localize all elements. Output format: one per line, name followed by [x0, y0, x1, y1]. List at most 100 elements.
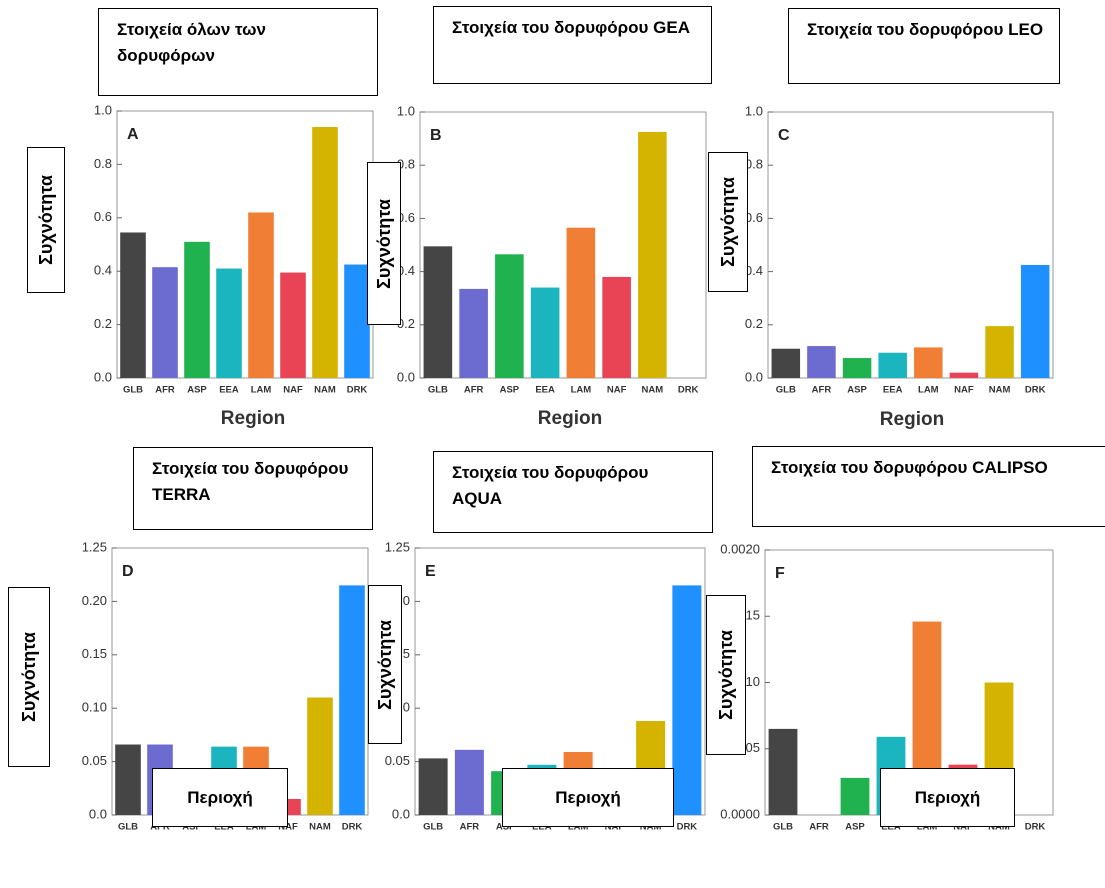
- x-label-text: Region: [537, 408, 603, 429]
- x-tick-label: NAF: [607, 385, 627, 396]
- x-label: Region: [538, 408, 602, 430]
- bar: [115, 744, 141, 815]
- y-tick-label: 0.8: [745, 157, 763, 172]
- y-tick-label: 0.8: [397, 157, 415, 172]
- bar: [120, 232, 146, 378]
- bar: [807, 346, 836, 378]
- y-tick-label: 0.0: [397, 369, 415, 384]
- x-tick-label: NAF: [954, 385, 974, 396]
- y-label-box-text: Συχνότητα: [375, 619, 395, 710]
- x-tick-label: ASP: [847, 385, 867, 396]
- bar: [638, 131, 667, 378]
- title-box: Στοιχεία όλων των δορυφόρων: [98, 8, 378, 96]
- x-label-box: Περιοχή: [502, 768, 674, 827]
- y-tick-label: 1.0: [397, 103, 415, 118]
- y-tick-label: 0.4: [397, 263, 415, 278]
- y-tick-label: 0.05: [385, 753, 410, 768]
- x-label: Region: [221, 408, 285, 430]
- x-tick-label: EEA: [881, 822, 901, 833]
- panel-label: F: [775, 565, 785, 582]
- x-tick-label: GLB: [773, 822, 793, 833]
- bar: [312, 127, 338, 379]
- x-tick-label: EEA: [532, 822, 552, 833]
- y-label-box: Συχνότητα: [367, 162, 401, 325]
- y-label-box-text: Συχνότητα: [36, 175, 56, 265]
- y-tick-label: 0.6: [397, 210, 415, 225]
- y-tick-label: 1.25: [385, 539, 410, 554]
- x-tick-label: AFR: [155, 385, 175, 396]
- bar: [339, 585, 365, 815]
- y-label-box: Συχνότητα: [708, 152, 748, 292]
- bar: [248, 212, 274, 378]
- bar: [768, 728, 798, 815]
- x-tick-label: NAM: [988, 822, 1010, 833]
- bar: [566, 227, 596, 378]
- bar: [152, 267, 178, 378]
- x-tick-label: EEA: [883, 385, 903, 396]
- title-box-text: Στοιχεία του δορυφόρου TERRA: [152, 459, 349, 504]
- y-tick-label: 0.0000: [720, 806, 760, 821]
- x-tick-label: ASP: [500, 385, 520, 396]
- x-tick-label: GLB: [118, 822, 138, 833]
- x-tick-label: ASP: [845, 822, 865, 833]
- bar: [459, 288, 488, 378]
- x-tick-label: AFR: [460, 822, 480, 833]
- y-tick-label: 1.25: [82, 539, 107, 554]
- x-label-box-text: Περιοχή: [914, 787, 981, 807]
- title-box: Στοιχεία του δορυφόρου AQUA: [433, 451, 713, 533]
- y-label-box-text: Συχνότητα: [718, 177, 738, 267]
- x-tick-label: NAF: [283, 385, 303, 396]
- title-box-text: Στοιχεία του δορυφόρου AQUA: [452, 463, 649, 508]
- bar: [418, 758, 448, 815]
- x-label-box: Περιοχή: [152, 768, 288, 827]
- bar: [842, 358, 872, 378]
- x-tick-label: NAM: [309, 822, 331, 833]
- x-tick-label: DRK: [678, 385, 699, 396]
- bar: [672, 585, 702, 815]
- x-tick-label: LAM: [918, 385, 939, 396]
- y-tick-label: 0.0: [392, 806, 410, 821]
- x-tick-label: LAM: [917, 822, 938, 833]
- x-tick-label: DRK: [342, 822, 363, 833]
- y-tick-label: 0.0: [89, 806, 107, 821]
- y-tick-label: 0.4: [745, 263, 763, 278]
- y-tick-label: 0.2: [745, 316, 763, 331]
- bar: [985, 326, 1014, 378]
- bar: [184, 241, 210, 378]
- bar: [454, 749, 484, 815]
- x-tick-label: GLB: [776, 385, 796, 396]
- panel-label: E: [425, 563, 436, 580]
- x-tick-label: NAM: [640, 822, 662, 833]
- y-tick-label: 0.0: [94, 369, 112, 384]
- panel-label: B: [430, 127, 442, 144]
- x-tick-label: LAM: [571, 385, 592, 396]
- x-tick-label: NAF: [953, 822, 973, 833]
- x-label-text: Region: [879, 409, 945, 430]
- bar: [280, 272, 306, 378]
- x-label-box-text: Περιοχή: [187, 787, 253, 807]
- y-tick-label: 0.8: [94, 156, 112, 171]
- plot-frame: [767, 111, 1054, 379]
- x-tick-label: DRK: [1025, 385, 1046, 396]
- y-label-box: Συχνότητα: [27, 147, 65, 293]
- y-tick-label: 0.15: [82, 646, 107, 661]
- title-box-text: Στοιχεία όλων των δορυφόρων: [117, 20, 266, 65]
- y-label-box-text: Συχνότητα: [19, 632, 39, 722]
- x-tick-label: AFR: [809, 822, 829, 833]
- x-tick-label: LAM: [251, 385, 272, 396]
- bar: [602, 276, 631, 378]
- y-tick-label: 0.2: [94, 316, 112, 331]
- panel-label: D: [122, 563, 134, 580]
- y-tick-label: 1.0: [745, 103, 763, 118]
- y-tick-label: 0.0020: [720, 541, 760, 556]
- y-label-box: Συχνότητα: [368, 585, 402, 744]
- title-box-text: Στοιχεία του δορυφόρου LEO: [807, 20, 1044, 39]
- plot-frame: [419, 111, 707, 379]
- title-box: Στοιχεία του δορυφόρου LEO: [788, 8, 1060, 84]
- bar: [344, 264, 370, 378]
- x-tick-label: ASP: [496, 822, 516, 833]
- x-tick-label: DRK: [347, 385, 368, 396]
- y-tick-label: 1.0: [94, 102, 112, 117]
